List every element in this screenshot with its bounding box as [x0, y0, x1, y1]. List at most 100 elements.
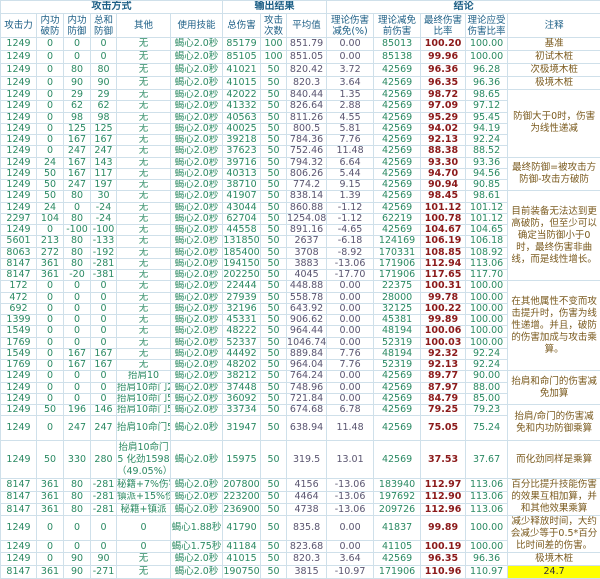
column-header-other: 其他: [117, 14, 171, 38]
cell-attack-power: 172: [1, 281, 37, 292]
cell-internal-defense: 90: [64, 566, 91, 579]
cell-other: 无: [117, 281, 171, 292]
cell-internal-penetration: 0: [37, 38, 64, 51]
cell-attack-count: 50: [261, 225, 287, 236]
cell-attack-count: 50: [261, 258, 287, 269]
cell-skill: 蝎心2.0秒: [171, 566, 223, 579]
cell-skill: 蝎心2.0秒: [171, 225, 223, 236]
cell-other: 0: [117, 541, 171, 553]
cell-internal-penetration: 0: [37, 315, 64, 326]
cell-average: 3708: [287, 247, 327, 258]
cell-internal-defense: 0: [64, 337, 91, 348]
cell-attack-count: 50: [261, 371, 287, 382]
cell-theory-damage-ratio: 94.56: [466, 168, 508, 179]
cell-pre-reduction-damage: 42569: [374, 191, 421, 202]
cell-final-damage-ratio: 104.67: [421, 225, 466, 236]
cell-skill: 蝎心2.0秒: [171, 247, 223, 258]
cell-attack-count: 50: [261, 101, 287, 112]
cell-theory-reduction: 0.00: [327, 382, 374, 393]
cell-total-defense: 167: [91, 135, 117, 146]
cell-average: 558.78: [287, 292, 327, 303]
cell-attack-count: 50: [261, 326, 287, 337]
cell-attack-count: 50: [261, 337, 287, 348]
cell-theory-reduction: 0.00: [327, 371, 374, 382]
cell-final-damage-ratio: 87.97: [421, 382, 466, 393]
cell-internal-penetration: 0: [37, 225, 64, 236]
cell-other: 秘籍+镇派: [117, 503, 171, 515]
cell-final-damage-ratio: 110.96: [421, 566, 466, 579]
cell-attack-count: 50: [261, 479, 287, 491]
cell-internal-defense: 80: [64, 236, 91, 247]
cell-theory-damage-ratio: 100.00: [466, 541, 508, 553]
cell-internal-penetration: 24: [37, 202, 64, 213]
cell-theory-reduction: -13.06: [327, 503, 374, 515]
cell-attack-count: 50: [261, 112, 287, 123]
cell-attack-power: 1249: [1, 101, 37, 112]
cell-attack-power: 1249: [1, 202, 37, 213]
cell-theory-damage-ratio: 90.85: [466, 180, 508, 191]
cell-theory-reduction: 3.64: [327, 77, 374, 90]
cell-skill: 蝎心2.0秒: [171, 491, 223, 503]
cell-attack-power: 1249: [1, 191, 37, 202]
cell-pre-reduction-damage: 42569: [374, 405, 421, 416]
cell-internal-defense: -20: [64, 270, 91, 281]
cell-internal-penetration: 0: [37, 382, 64, 393]
cell-internal-penetration: 0: [37, 51, 64, 64]
cell-theory-reduction: -1.12: [327, 213, 374, 224]
cell-attack-power: 1249: [1, 416, 37, 441]
cell-final-damage-ratio: 96.35: [421, 77, 466, 90]
cell-total-damage: 185400: [223, 247, 261, 258]
note-cell: 极境木桩: [508, 77, 600, 90]
cell-internal-defense: 80: [64, 479, 91, 491]
cell-internal-penetration: 361: [37, 503, 64, 515]
cell-attack-power: 1249: [1, 393, 37, 404]
cell-final-damage-ratio: 100.22: [421, 303, 466, 314]
cell-attack-count: 50: [261, 236, 287, 247]
cell-pre-reduction-damage: 183940: [374, 479, 421, 491]
cell-internal-defense: 0: [64, 315, 91, 326]
cell-internal-penetration: 0: [37, 371, 64, 382]
cell-other: 抬肩10命门5: [117, 405, 171, 416]
cell-skill: 蝎心2.0秒: [171, 303, 223, 314]
cell-internal-defense: 167: [64, 348, 91, 359]
cell-other: 抬肩10命门5 化劲1598 （49.05%）: [117, 441, 171, 479]
column-header-internal-penetration: 内功破防: [37, 14, 64, 38]
note-cell: 目前装备无法达到更高破防，但至少可以确定当防御小于0时，最终伤害非曲线，而是线性…: [508, 191, 600, 281]
cell-theory-reduction: -13.06: [327, 491, 374, 503]
cell-internal-defense: 196: [64, 405, 91, 416]
cell-total-defense: 62: [91, 101, 117, 112]
cell-internal-defense: 80: [64, 491, 91, 503]
cell-theory-damage-ratio: 100.00: [466, 303, 508, 314]
cell-final-damage-ratio: 92.32: [421, 348, 466, 359]
cell-average: 860.88: [287, 202, 327, 213]
cell-pre-reduction-damage: 32125: [374, 303, 421, 314]
note-cell: 初试木桩: [508, 51, 600, 64]
cell-total-damage: 41021: [223, 64, 261, 77]
cell-attack-count: 50: [261, 405, 287, 416]
cell-average: 638.94: [287, 416, 327, 441]
cell-pre-reduction-damage: 42569: [374, 146, 421, 157]
note-cell: 在其他属性不变而攻击提升时，伤害为线性递增。并且，破防的伤害加成与攻击乘算。: [508, 281, 600, 371]
cell-total-defense: 29: [91, 90, 117, 101]
cell-average: 774.2: [287, 180, 327, 191]
cell-theory-damage-ratio: 96.28: [466, 64, 508, 77]
cell-final-damage-ratio: 96.36: [421, 64, 466, 77]
cell-internal-defense: 247: [64, 146, 91, 157]
cell-internal-penetration: 104: [37, 213, 64, 224]
cell-attack-count: 50: [261, 180, 287, 191]
cell-pre-reduction-damage: 42569: [374, 123, 421, 134]
cell-theory-reduction: 0.00: [327, 292, 374, 303]
cell-internal-penetration: 0: [37, 101, 64, 112]
cell-theory-damage-ratio: 100.00: [466, 292, 508, 303]
cell-theory-damage-ratio: 37.67: [466, 441, 508, 479]
cell-average: 840.44: [287, 90, 327, 101]
cell-attack-power: 1249: [1, 371, 37, 382]
cell-pre-reduction-damage: 42569: [374, 553, 421, 566]
cell-skill: 蝎心2.0秒: [171, 405, 223, 416]
cell-total-damage: 48222: [223, 326, 261, 337]
cell-theory-reduction: 0.00: [327, 541, 374, 553]
cell-internal-defense: 0: [64, 202, 91, 213]
cell-total-damage: 52337: [223, 337, 261, 348]
cell-theory-damage-ratio: 88.00: [466, 382, 508, 393]
cell-total-damage: 40563: [223, 112, 261, 123]
